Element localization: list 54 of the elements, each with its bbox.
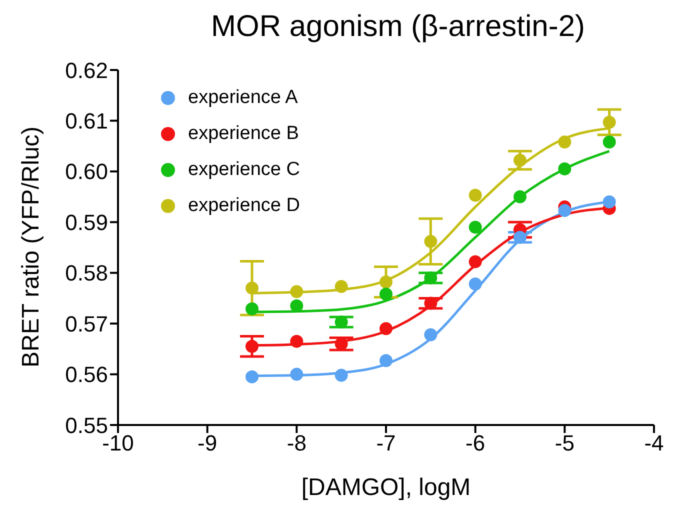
point: [334, 337, 348, 350]
x-axis-title: [DAMGO], logM: [301, 474, 471, 501]
point: [290, 368, 304, 381]
x-tick-label: -5: [554, 430, 574, 456]
point: [514, 190, 526, 204]
point: [290, 334, 304, 348]
y-axis-title: BRET ratio (YFP/Rluc): [18, 126, 45, 368]
legend-label: experience D: [188, 195, 300, 217]
point: [424, 328, 438, 342]
point: [290, 299, 304, 312]
point: [514, 154, 526, 167]
legend-label: experience B: [188, 123, 299, 145]
y-tick-label: 0.62: [65, 58, 108, 83]
point: [380, 354, 392, 368]
legend-label: experience A: [188, 87, 298, 109]
point: [246, 340, 258, 353]
point: [468, 220, 482, 234]
point: [334, 280, 348, 294]
point: [246, 302, 258, 316]
point: [380, 288, 392, 301]
legend-label: experience C: [188, 159, 300, 181]
y-tick-label: 0.59: [65, 210, 108, 235]
point: [246, 370, 258, 384]
point: [602, 136, 616, 149]
point: [602, 195, 616, 208]
y-tick-label: 0.58: [65, 260, 108, 286]
x-tick-label: -7: [376, 430, 396, 456]
point: [380, 322, 392, 336]
point: [290, 285, 304, 298]
point: [514, 230, 526, 244]
y-tick-label: 0.57: [65, 311, 108, 336]
y-tick-label: 0.60: [65, 159, 108, 184]
point: [468, 278, 482, 291]
chart-title: MOR agonism (β-arrestin-2): [210, 10, 586, 44]
point: [380, 275, 392, 288]
y-tick-label: 0.61: [65, 108, 108, 134]
x-tick-label: -6: [466, 430, 486, 456]
point: [602, 116, 616, 129]
point: [468, 255, 482, 268]
x-tick-label: -4: [644, 430, 664, 456]
x-tick-label: -9: [198, 430, 218, 456]
point: [334, 368, 348, 382]
point: [424, 296, 438, 310]
point: [558, 162, 572, 176]
point: [558, 204, 572, 217]
point: [424, 234, 438, 248]
point: [468, 188, 482, 202]
y-tick-label: 0.56: [65, 362, 108, 388]
point: [424, 271, 438, 284]
x-tick-label: -8: [286, 430, 306, 456]
point: [334, 316, 348, 329]
point: [246, 282, 258, 295]
point: [558, 136, 572, 149]
y-tick-label: 0.55: [65, 412, 108, 438]
